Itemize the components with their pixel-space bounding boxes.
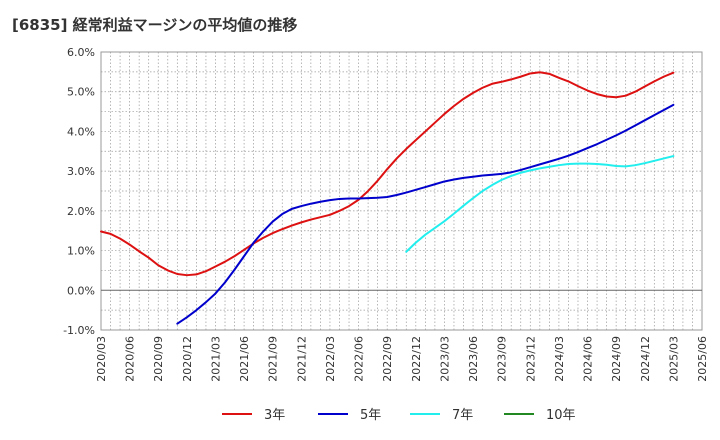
x-tick-label: 2021/03 bbox=[209, 336, 222, 382]
x-tick-label: 2023/09 bbox=[496, 336, 509, 382]
x-tick-label: 2021/12 bbox=[295, 336, 308, 382]
chart-title: [6835] 経常利益マージンの平均値の推移 bbox=[12, 16, 297, 34]
x-tick-label: 2024/03 bbox=[553, 336, 566, 382]
y-tick-label: -1.0% bbox=[63, 324, 95, 337]
x-tick-label: 2021/09 bbox=[267, 336, 280, 382]
y-tick-label: 5.0% bbox=[67, 86, 95, 99]
y-tick-label: 4.0% bbox=[67, 125, 95, 138]
y-axis: 6.0% 5.0% 4.0% 3.0% 2.0% 1.0% 0.0% -1.0% bbox=[63, 46, 95, 337]
legend: 3年 5年 7年 10年 bbox=[222, 408, 576, 423]
x-tick-label: 2023/06 bbox=[467, 336, 480, 382]
series-line bbox=[100, 71, 675, 277]
x-tick-label: 2021/06 bbox=[238, 336, 251, 382]
x-tick-label: 2024/06 bbox=[582, 336, 595, 382]
x-tick-label: 2025/03 bbox=[667, 336, 680, 382]
x-tick-label: 2022/03 bbox=[324, 336, 337, 382]
y-tick-label: 3.0% bbox=[67, 165, 95, 178]
x-tick-label: 2023/12 bbox=[524, 336, 537, 382]
series-group bbox=[100, 71, 675, 325]
x-tick-label: 2020/12 bbox=[181, 336, 194, 382]
series-line bbox=[176, 103, 675, 325]
legend-label: 5年 bbox=[360, 408, 381, 423]
x-tick-label: 2025/06 bbox=[696, 336, 709, 382]
x-tick-label: 2023/03 bbox=[438, 336, 451, 382]
grid bbox=[101, 52, 702, 330]
y-tick-label: 2.0% bbox=[67, 205, 95, 218]
y-tick-label: 1.0% bbox=[67, 245, 95, 258]
x-tick-label: 2020/09 bbox=[152, 336, 165, 382]
x-tick-label: 2022/12 bbox=[410, 336, 423, 382]
plot-frame bbox=[100, 51, 703, 331]
x-axis: 2020/03 2020/06 2020/09 2020/12 2021/03 2021/… bbox=[95, 336, 709, 382]
legend-label: 3年 bbox=[264, 408, 285, 423]
x-tick-label: 2022/06 bbox=[353, 336, 366, 382]
series-line bbox=[405, 155, 675, 253]
plot-area bbox=[100, 51, 703, 331]
y-tick-label: 6.0% bbox=[67, 46, 95, 59]
legend-label: 10年 bbox=[546, 408, 576, 423]
x-tick-label: 2024/09 bbox=[610, 336, 623, 382]
y-tick-label: 0.0% bbox=[67, 284, 95, 297]
x-tick-label: 2020/06 bbox=[124, 336, 137, 382]
x-tick-label: 2020/03 bbox=[95, 336, 108, 382]
x-tick-label: 2024/12 bbox=[639, 336, 652, 382]
x-tick-label: 2022/09 bbox=[381, 336, 394, 382]
legend-label: 7年 bbox=[452, 408, 473, 423]
